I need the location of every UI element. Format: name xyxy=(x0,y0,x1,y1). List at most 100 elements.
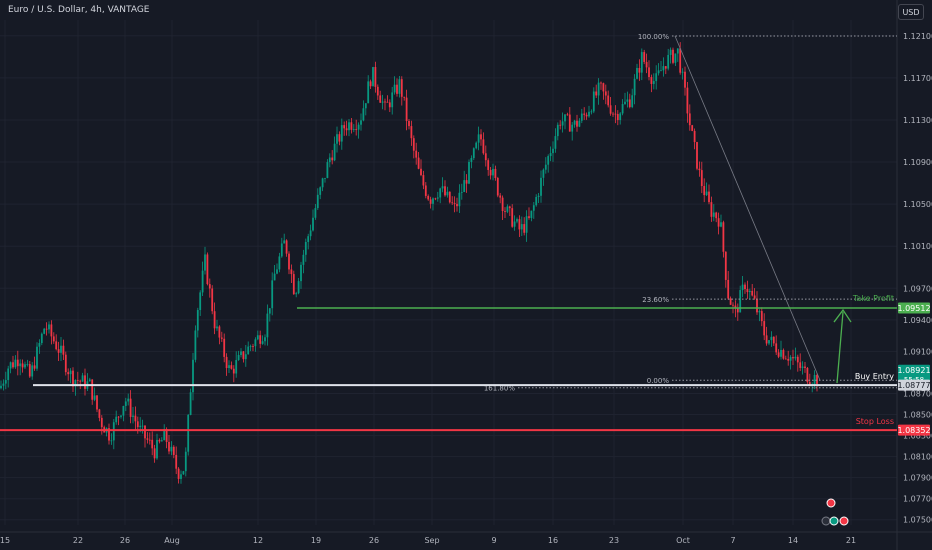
candle-body xyxy=(172,446,175,455)
chart-title: Euro / U.S. Dollar, 4h, VANTAGE xyxy=(8,5,150,15)
candle-body xyxy=(319,187,322,195)
candle-body xyxy=(74,380,77,387)
candle-body xyxy=(744,284,746,290)
take-profit-label: Take Profit xyxy=(852,294,894,303)
candle-body xyxy=(674,53,677,63)
candle-body xyxy=(782,349,785,359)
price-tick-label: 1.07900 xyxy=(903,474,932,483)
candle-body xyxy=(84,375,86,389)
candle-body xyxy=(139,425,142,428)
candle-body xyxy=(168,441,170,452)
candle-body xyxy=(67,372,70,375)
candle-body xyxy=(650,77,653,84)
candle-body xyxy=(590,111,593,113)
candle-body xyxy=(398,79,401,94)
candle-body xyxy=(218,326,221,338)
candle-body xyxy=(240,351,242,356)
candle-body xyxy=(199,292,202,311)
candle-body xyxy=(384,101,386,103)
candle-body xyxy=(424,185,427,196)
candle-body xyxy=(165,429,168,442)
candle-body xyxy=(434,198,437,200)
price-tick-label: 1.10900 xyxy=(903,158,932,167)
candle-body xyxy=(408,120,410,127)
candle-body xyxy=(372,67,374,87)
time-tick-label: Sep xyxy=(424,536,439,545)
candle-body xyxy=(441,186,444,189)
candle-body xyxy=(148,439,151,441)
candle-body xyxy=(4,380,7,384)
candle-body xyxy=(715,212,718,219)
candle-body xyxy=(456,203,458,207)
candle-body xyxy=(792,357,794,359)
candle-body xyxy=(76,380,79,381)
candle-body xyxy=(525,216,528,233)
price-tick-label: 1.08700 xyxy=(903,389,932,398)
candle-body xyxy=(141,425,144,427)
candle-body xyxy=(333,143,336,161)
candle-body xyxy=(326,162,329,178)
time-tick-label: 12 xyxy=(253,536,263,545)
candle-body xyxy=(52,336,55,342)
price-tick-label: 1.09700 xyxy=(903,284,932,293)
candle-body xyxy=(717,218,720,227)
fib-level-label: 0.00% xyxy=(647,377,670,385)
candle-body xyxy=(261,341,264,344)
candle-body xyxy=(72,370,74,387)
fib-level-label: 100.00% xyxy=(638,33,669,41)
candle-body xyxy=(729,298,732,305)
candle-body xyxy=(784,358,787,360)
candle-body xyxy=(321,178,324,188)
price-tick-label: 1.08300 xyxy=(903,432,932,441)
stop-loss-price-tag: 1.08352 xyxy=(897,426,930,435)
candle-body xyxy=(343,125,346,129)
candle-body xyxy=(748,290,751,293)
candle-body xyxy=(194,330,197,360)
candle-body xyxy=(686,87,689,114)
candle-body xyxy=(708,191,710,203)
candle-body xyxy=(252,346,254,347)
candle-body xyxy=(470,158,473,162)
candle-body xyxy=(60,345,62,353)
candle-body xyxy=(657,70,660,74)
candle-body xyxy=(655,73,658,82)
time-tick-label: 21 xyxy=(846,536,856,545)
candle-body xyxy=(338,134,341,142)
price-tick-label: 1.10100 xyxy=(903,242,932,251)
candle-body xyxy=(235,360,238,374)
candle-body xyxy=(360,120,362,125)
candle-body xyxy=(604,91,607,96)
candle-body xyxy=(597,82,600,96)
candle-body xyxy=(302,254,305,265)
candle-body xyxy=(516,219,518,222)
candle-body xyxy=(316,194,319,209)
candle-body xyxy=(444,186,446,196)
candle-body xyxy=(124,401,127,406)
candle-body xyxy=(45,328,48,330)
candle-body xyxy=(758,311,761,313)
candle-body xyxy=(31,365,34,377)
candle-body xyxy=(432,198,434,204)
candle-body xyxy=(624,101,626,105)
projection-arrow xyxy=(836,312,844,384)
time-tick-label: 14 xyxy=(788,536,798,545)
candle-body xyxy=(477,134,480,143)
candle-body xyxy=(21,363,24,368)
candle-body xyxy=(213,311,216,329)
candle-body xyxy=(129,398,132,417)
currency-button[interactable]: USD xyxy=(898,4,924,20)
candle-body xyxy=(216,326,218,329)
candle-body xyxy=(88,379,91,382)
candle-body xyxy=(81,375,84,382)
candle-body xyxy=(295,293,298,295)
candle-body xyxy=(136,421,139,428)
candle-body xyxy=(528,216,530,218)
candle-body xyxy=(160,440,163,442)
candle-body xyxy=(727,279,730,299)
candle-body xyxy=(242,351,245,360)
candle-body xyxy=(127,398,130,402)
candle-body xyxy=(691,125,694,131)
candle-body xyxy=(50,324,53,337)
candle-body xyxy=(494,168,497,179)
